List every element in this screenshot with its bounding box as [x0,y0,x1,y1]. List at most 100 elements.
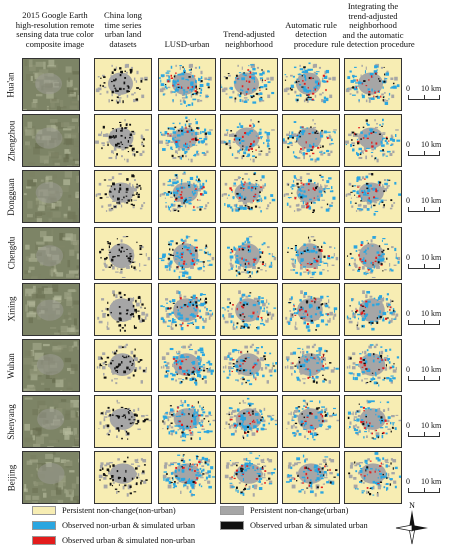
legend-swatch [32,521,56,530]
satellite-image [22,395,80,448]
urban-map-panel [158,451,216,504]
scale-zero: 0 [406,309,410,318]
scale-distance: 10 km [421,421,441,430]
city-name: Dongguan [6,178,16,216]
city-name: Chengdu [6,237,16,270]
scale-distance: 10 km [421,140,441,149]
scale-bar: 0 10 km [406,84,451,106]
scale-distance: 10 km [421,196,441,205]
urban-map-panel [220,283,278,336]
urban-map-panel [158,283,216,336]
legend: Persistent non-change(non-urban) Persist… [30,504,390,548]
urban-map-panel [282,395,340,448]
legend-swatch [220,521,244,530]
legend-item-persistent-urban: Persistent non-change(urban) [220,506,348,515]
urban-map-panel [344,283,402,336]
scale-tick [424,207,425,212]
urban-map-panel [94,283,152,336]
scale-zero: 0 [406,421,410,430]
urban-map-panel [158,58,216,111]
urban-map-panel [220,58,278,111]
scale-distance: 10 km [421,309,441,318]
legend-item-observed-nonurban-simulated-urban: Observed non-urban & simulated urban [32,521,195,530]
legend-label: Persistent non-change(non-urban) [62,506,176,515]
urban-map-panel [158,395,216,448]
legend-swatch [220,506,244,515]
satellite-image [22,114,80,167]
urban-map-panel [220,451,278,504]
urban-map-panel [282,114,340,167]
city-name: Beijing [6,465,16,492]
legend-item-observed-urban-simulated-nonurban: Observed urban & simulated non-urban [32,536,195,545]
scale-tick [424,488,425,493]
urban-map-panel [158,339,216,392]
scale-bar: 0 10 km [406,140,451,162]
legend-item-persistent-nonurban: Persistent non-change(non-urban) [32,506,176,515]
scale-zero: 0 [406,84,410,93]
city-label: Wuhan [4,339,18,392]
city-label: Dongguan [4,170,18,223]
urban-map-panel [344,395,402,448]
satellite-image [22,58,80,111]
column-header-line: rule detection procedure [323,40,423,50]
legend-label: Observed urban & simulated non-urban [62,536,195,545]
urban-map-panel [94,395,152,448]
north-arrow-icon: N [392,500,432,546]
urban-map-panel [282,339,340,392]
city-name: Zhengzhou [6,120,16,161]
urban-map-panel [344,114,402,167]
satellite-image [22,170,80,223]
scale-bar: 0 10 km [406,365,451,387]
satellite-image [22,227,80,280]
scale-zero: 0 [406,196,410,205]
urban-map-panel [158,114,216,167]
satellite-image [22,451,80,504]
scale-distance: 10 km [421,477,441,486]
satellite-image [22,283,80,336]
urban-map-panel [94,227,152,280]
scale-bar: 0 10 km [406,196,451,218]
urban-map-panel [158,227,216,280]
urban-map-panel [94,170,152,223]
urban-map-panel [94,451,152,504]
satellite-image [22,339,80,392]
urban-map-panel [282,58,340,111]
urban-map-panel [344,339,402,392]
scale-zero: 0 [406,140,410,149]
urban-map-panel [282,451,340,504]
scale-tick [424,151,425,156]
city-label: Chengdu [4,227,18,280]
urban-map-panel [282,227,340,280]
urban-map-panel [220,339,278,392]
urban-map-panel [220,170,278,223]
urban-map-panel [344,170,402,223]
urban-map-panel [94,114,152,167]
scale-bar: 0 10 km [406,309,451,331]
legend-swatch [32,506,56,515]
scale-zero: 0 [406,477,410,486]
urban-map-panel [220,227,278,280]
urban-map-panel [282,283,340,336]
legend-label: Observed urban & simulated urban [250,521,368,530]
north-label: N [409,501,415,510]
scale-tick [424,376,425,381]
urban-map-panel [344,227,402,280]
urban-map-panel [344,58,402,111]
scale-distance: 10 km [421,84,441,93]
legend-swatch [32,536,56,545]
scale-distance: 10 km [421,365,441,374]
legend-item-observed-urban-simulated-urban: Observed urban & simulated urban [220,521,368,530]
urban-map-panel [158,170,216,223]
city-name: Hua'an [6,72,16,97]
city-name: Wuhan [6,353,16,379]
scale-tick [424,320,425,325]
urban-map-panel [344,451,402,504]
legend-label: Persistent non-change(urban) [250,506,348,515]
scale-bar: 0 10 km [406,477,451,499]
scale-zero: 0 [406,365,410,374]
city-label: Xining [4,283,18,336]
city-label: Zhengzhou [4,114,18,167]
urban-map-panel [94,339,152,392]
